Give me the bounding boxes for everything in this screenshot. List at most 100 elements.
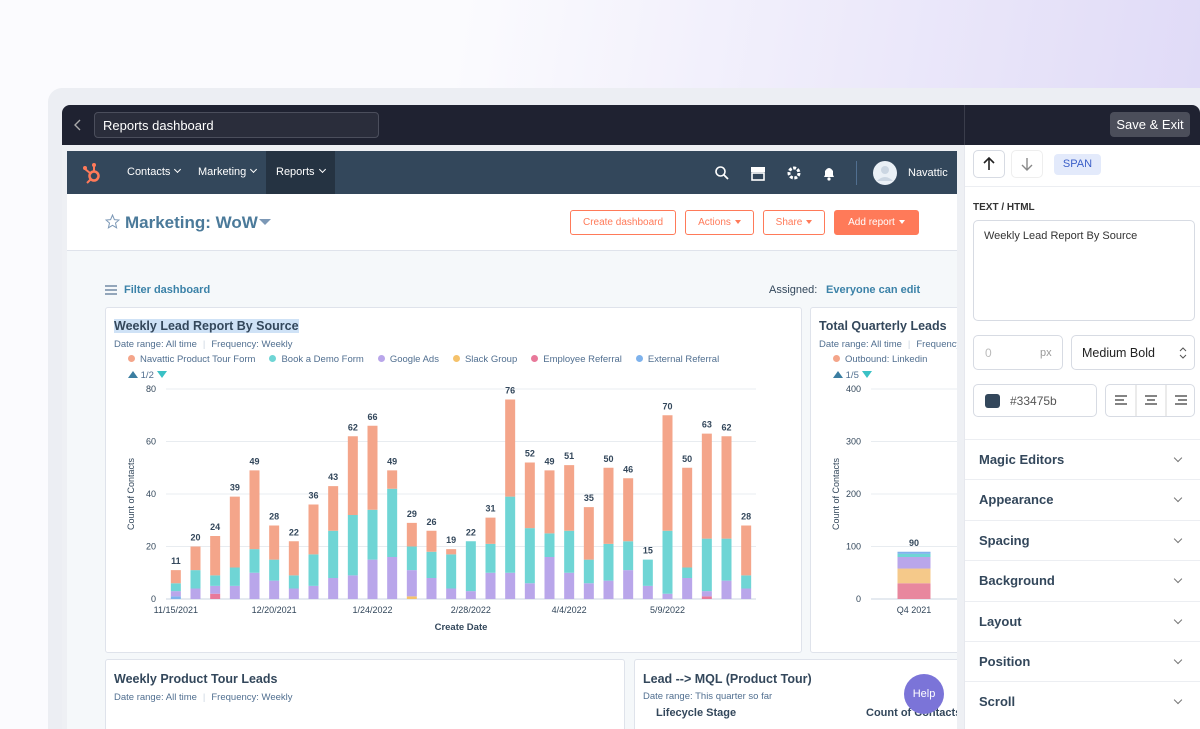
bar-segment bbox=[701, 538, 712, 592]
bar-segment bbox=[741, 525, 752, 576]
save-button[interactable]: Save & Exit bbox=[1110, 112, 1190, 137]
user-name[interactable]: Navattic bbox=[908, 167, 948, 179]
editor-window: Reports dashboard Save & Exit Contacts M… bbox=[62, 105, 1200, 729]
dashboard-title[interactable]: Marketing: WoW bbox=[125, 213, 258, 232]
section-header[interactable]: Appearance bbox=[965, 479, 1200, 519]
pager-up[interactable] bbox=[128, 371, 138, 378]
bar-segment bbox=[406, 570, 417, 597]
bar-segment bbox=[741, 588, 752, 599]
bar-segment bbox=[524, 583, 535, 599]
bar-segment bbox=[897, 551, 931, 554]
bar-segment bbox=[328, 530, 339, 578]
column-header[interactable]: Lifecycle Stage bbox=[656, 707, 737, 719]
notification-icon[interactable] bbox=[821, 165, 837, 181]
nav-item[interactable]: Contacts bbox=[117, 151, 190, 194]
filter-icon[interactable] bbox=[105, 284, 117, 296]
help-button[interactable]: Help bbox=[904, 674, 944, 714]
text-input[interactable]: Weekly Lead Report By Source bbox=[973, 220, 1195, 321]
y-tick-label: 80 bbox=[146, 384, 156, 394]
section-header[interactable]: Spacing bbox=[965, 519, 1200, 560]
search-icon[interactable] bbox=[714, 165, 730, 181]
button[interactable]: Create dashboard bbox=[570, 210, 676, 235]
y-axis-label: Count of Contacts bbox=[126, 457, 136, 530]
assigned-link[interactable]: Everyone can edit bbox=[826, 284, 921, 296]
card-subtitle: Date range: All time | Frequency: Weekly bbox=[819, 339, 957, 350]
legend-item[interactable]: Slack Group bbox=[452, 354, 517, 365]
card-title[interactable]: Lead --> MQL (Product Tour) bbox=[643, 672, 812, 686]
path-shape bbox=[824, 168, 834, 177]
weight-select[interactable]: Medium Bold bbox=[1071, 335, 1195, 370]
legend-item[interactable]: Outbound: Linkedin bbox=[833, 354, 927, 365]
report-card: Total Quarterly Leads Date range: All ti… bbox=[810, 307, 957, 653]
bar-segment bbox=[642, 585, 653, 599]
size-input[interactable]: 0 px bbox=[973, 335, 1063, 370]
data-label: 43 bbox=[328, 472, 338, 482]
align-icons[interactable] bbox=[1106, 385, 1196, 416]
report-card: Lead --> MQL (Product Tour) Date range: … bbox=[634, 659, 957, 729]
section-header[interactable]: Position bbox=[965, 641, 1200, 681]
section-header[interactable]: Magic Editors bbox=[965, 439, 1200, 479]
select-icon bbox=[1179, 347, 1187, 359]
move-up-button[interactable] bbox=[973, 150, 1005, 178]
nav-item[interactable]: Reports bbox=[266, 151, 335, 194]
settings-icon[interactable] bbox=[786, 165, 802, 181]
card-title[interactable]: Weekly Lead Report By Source bbox=[114, 319, 299, 333]
legend-swatch bbox=[531, 355, 539, 362]
circle-shape bbox=[715, 166, 726, 177]
card-title[interactable]: Total Quarterly Leads bbox=[819, 319, 947, 333]
app: Contacts Marketing Reports Navattic Mark… bbox=[67, 151, 957, 729]
button[interactable]: Actions bbox=[685, 210, 754, 235]
legend-label: Google Ads bbox=[389, 354, 439, 365]
legend-label: Book a Demo Form bbox=[281, 354, 364, 365]
size-unit: px bbox=[1040, 347, 1052, 359]
card-title[interactable]: Weekly Product Tour Leads bbox=[114, 672, 278, 686]
pager-down[interactable] bbox=[861, 371, 872, 378]
pager-down[interactable] bbox=[156, 371, 167, 378]
weight-value: Medium Bold bbox=[1082, 346, 1155, 360]
pager-up[interactable] bbox=[833, 371, 843, 378]
filter-link[interactable]: Filter dashboard bbox=[124, 284, 211, 296]
data-label: 11 bbox=[171, 556, 181, 566]
bar-segment bbox=[190, 588, 201, 599]
dropdown-caret[interactable] bbox=[259, 218, 271, 226]
y-tick-label: 20 bbox=[146, 542, 156, 552]
path-shape bbox=[105, 214, 120, 229]
card-subtitle: Date range: All time | Frequency: Weekly bbox=[114, 692, 293, 703]
nav-bar: Contacts Marketing Reports Navattic bbox=[67, 151, 957, 194]
data-label: 36 bbox=[308, 491, 318, 501]
arrow-up-icon bbox=[983, 156, 995, 170]
back-icon[interactable] bbox=[72, 118, 84, 132]
report-card: Weekly Product Tour Leads Date range: Al… bbox=[105, 659, 625, 729]
legend-item[interactable]: Employee Referral bbox=[531, 354, 622, 365]
color-input[interactable]: #33475b bbox=[973, 384, 1097, 417]
logo[interactable] bbox=[81, 161, 105, 185]
legend-swatch bbox=[452, 355, 460, 362]
legend-item[interactable]: Book a Demo Form bbox=[269, 354, 364, 365]
bar-segment bbox=[210, 575, 221, 586]
button[interactable]: Add report bbox=[834, 210, 919, 235]
bar-segment bbox=[367, 559, 378, 599]
avatar[interactable] bbox=[872, 160, 898, 186]
path-shape bbox=[1021, 158, 1033, 171]
y-tick-label: 40 bbox=[146, 489, 156, 499]
legend-item[interactable]: External Referral bbox=[635, 354, 719, 365]
card-subtitle: Date range: This quarter so far bbox=[643, 691, 773, 702]
legend-item[interactable]: Google Ads bbox=[377, 354, 439, 365]
star-icon[interactable] bbox=[105, 214, 120, 229]
bar-segment bbox=[623, 541, 634, 571]
section-header[interactable]: Background bbox=[965, 560, 1200, 600]
bar-segment bbox=[721, 580, 732, 599]
bar-segment bbox=[485, 572, 496, 599]
legend-item[interactable]: Navattic Product Tour Form bbox=[128, 354, 255, 365]
move-down-button[interactable] bbox=[1011, 150, 1043, 178]
title-input[interactable]: Reports dashboard bbox=[94, 112, 379, 138]
section-header[interactable]: Scroll bbox=[965, 681, 1200, 721]
circle-shape bbox=[83, 166, 87, 170]
marketplace-icon[interactable] bbox=[750, 165, 766, 181]
button[interactable]: Share bbox=[763, 210, 825, 235]
section-header[interactable]: Layout bbox=[965, 600, 1200, 641]
arrow-down-icon bbox=[1021, 158, 1033, 171]
nav-item[interactable]: Marketing bbox=[188, 151, 266, 194]
